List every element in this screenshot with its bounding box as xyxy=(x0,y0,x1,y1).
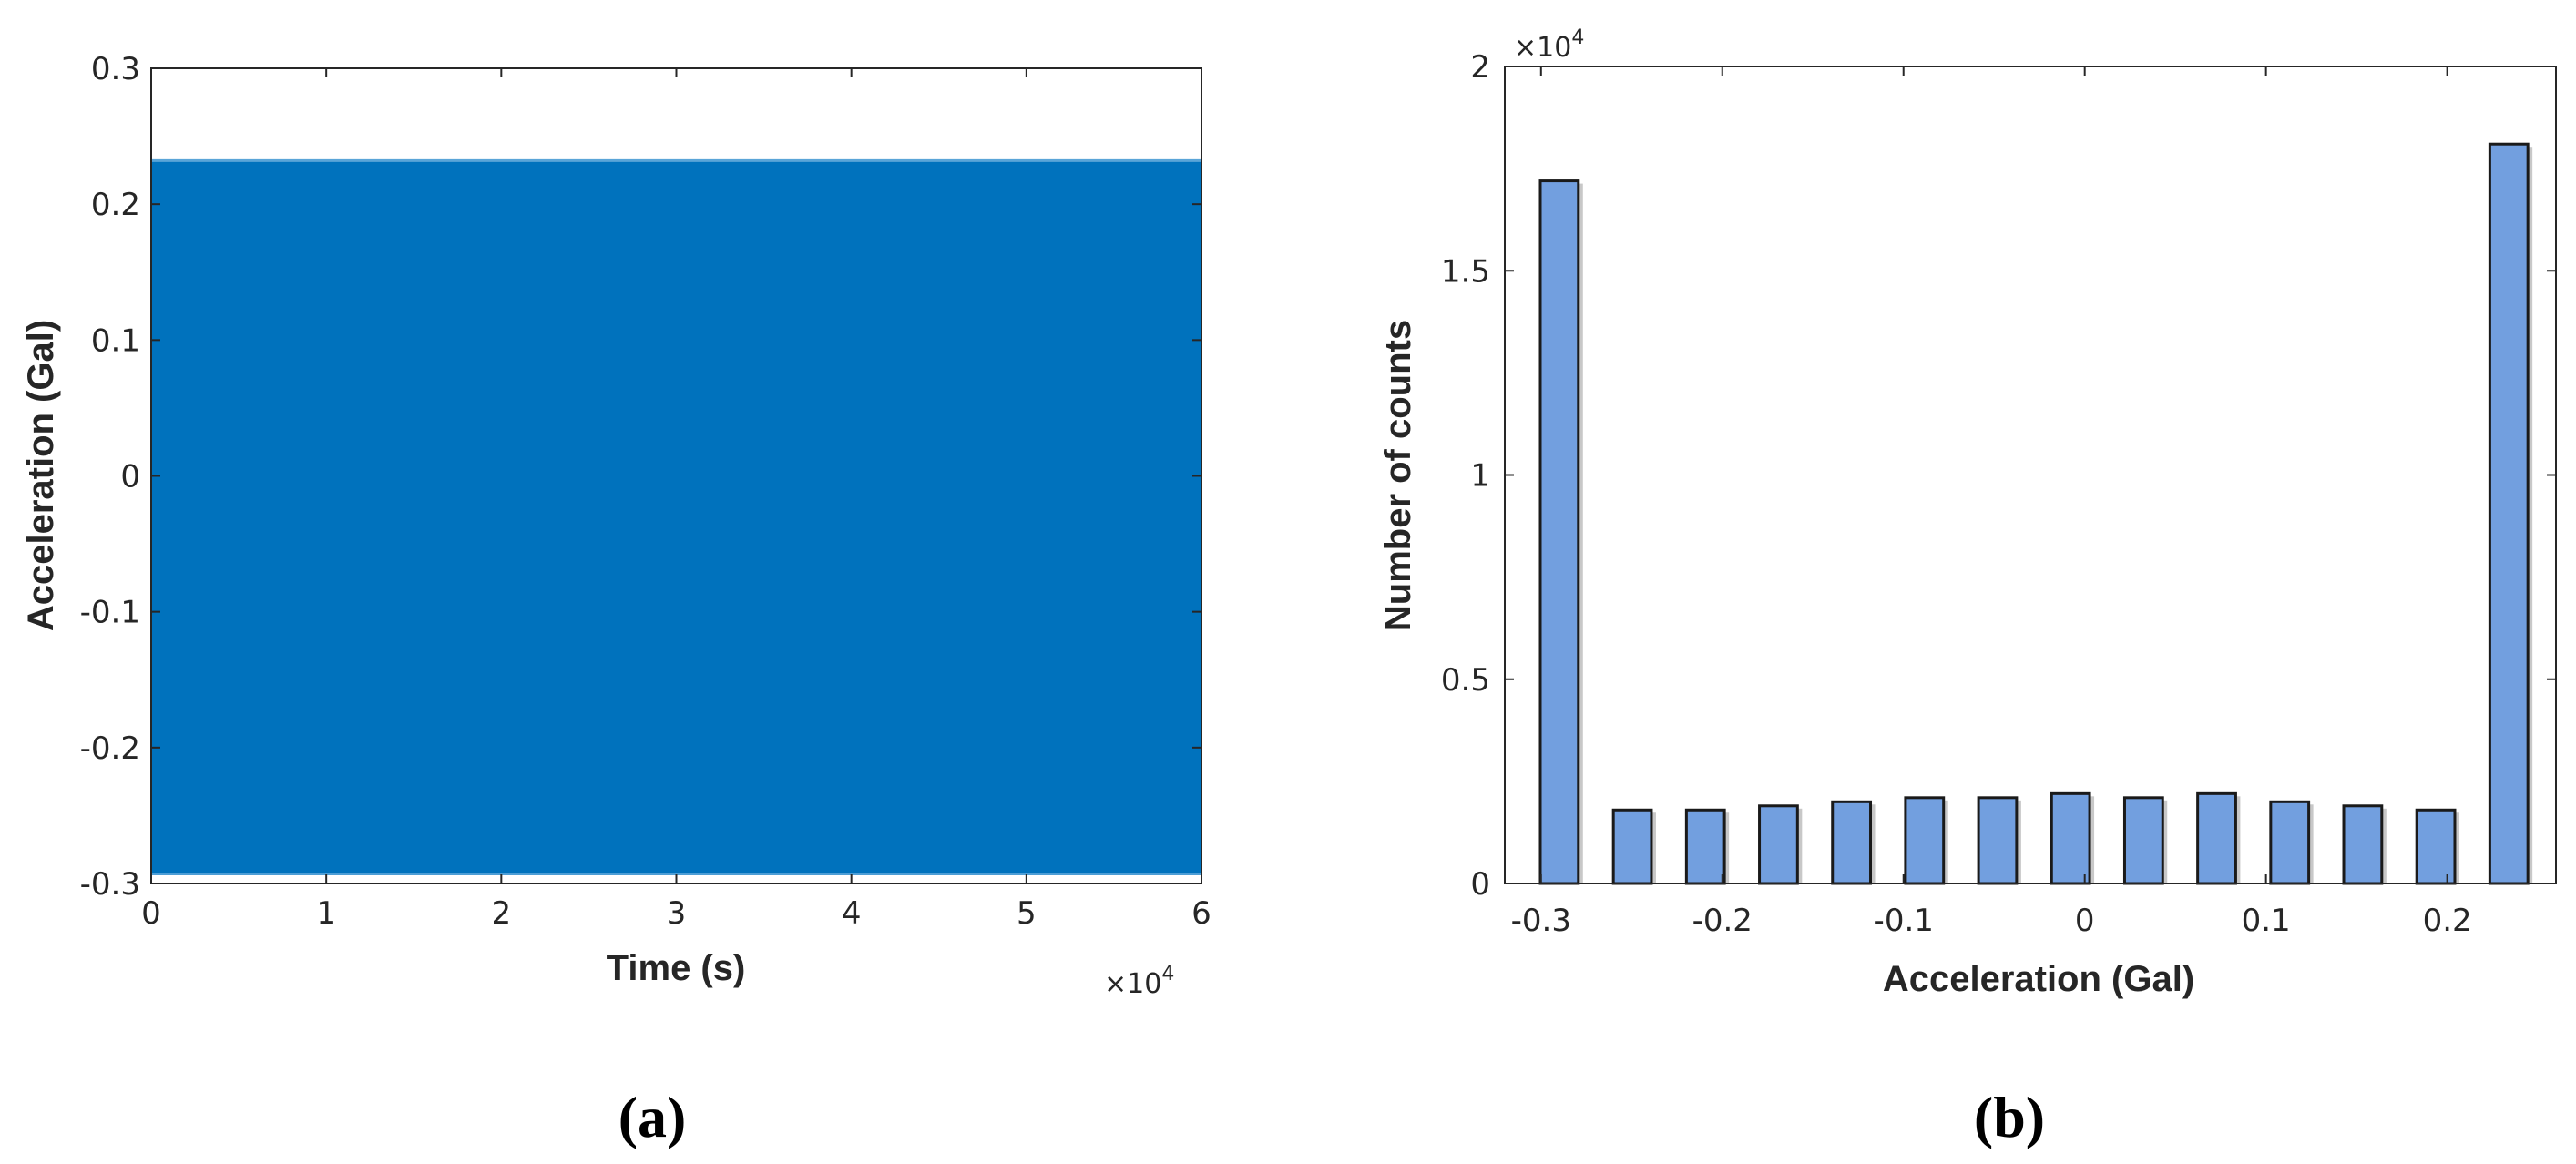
histogram-bar xyxy=(1758,804,1799,885)
histogram-bar xyxy=(2050,791,2091,885)
chart-b-ytick-label: 0 xyxy=(1470,866,1490,903)
chart-b-ytick-label: 1.5 xyxy=(1441,253,1490,290)
histogram-bar xyxy=(1684,808,1726,885)
chart-a-xtick-label: 5 xyxy=(1017,895,1037,932)
histogram-bar xyxy=(1611,808,1653,885)
chart-a-ticks: 0 1 2 3 4 5 6 -0.3 -0.2 -0.1 0 0.1 0.2 0.3 xyxy=(80,51,1211,932)
chart-a-xtick-label: 2 xyxy=(492,895,512,932)
chart-a-ytick-label: 0 xyxy=(120,459,140,495)
chart-a-xtick-label: 6 xyxy=(1191,895,1211,932)
panel-label-a: (a) xyxy=(618,1085,687,1149)
chart-a-ytick-label: -0.2 xyxy=(80,730,140,767)
histogram-bar xyxy=(1538,179,1580,885)
chart-a-ytick-label: -0.3 xyxy=(80,866,140,903)
chart-a-ytick-label: 0.2 xyxy=(91,187,140,223)
chart-a-ytick-label: 0.3 xyxy=(91,51,140,87)
chart-b-plot-area xyxy=(1505,66,2556,883)
histogram-bar xyxy=(1977,796,2019,885)
chart-a-ytick-label: -0.1 xyxy=(80,595,140,631)
chart-a-xtick-label: 0 xyxy=(141,895,161,932)
histogram-bar xyxy=(2196,791,2237,885)
panel-label-b: (b) xyxy=(1974,1085,2045,1149)
chart-b-xtick-label: -0.1 xyxy=(1874,903,1934,939)
chart-a-xtick-label: 4 xyxy=(842,895,862,932)
chart-b-y-multiplier: ×104 xyxy=(1514,26,1584,64)
histogram-bar xyxy=(2122,796,2164,885)
chart-a-xtick-label: 1 xyxy=(316,895,336,932)
chart-b-xtick-label: 0.1 xyxy=(2242,903,2291,939)
chart-b-xlabel: Acceleration (Gal) xyxy=(1883,959,2194,999)
chart-b-xtick-label: 0 xyxy=(2075,903,2095,939)
chart-b-xtick-label: 0.2 xyxy=(2423,903,2472,939)
chart-a-ytick-label: 0.1 xyxy=(91,322,140,359)
chart-b-ytick-label: 0.5 xyxy=(1441,662,1490,699)
histogram-bar xyxy=(1904,796,1946,885)
chart-b: -0.3 -0.2 -0.1 0 0.1 0.2 0 0.5 1 1.5 2 Acceleratio… xyxy=(1378,26,2557,1149)
chart-a-xlabel: Time (s) xyxy=(607,948,746,988)
chart-b-ylabel: Number of counts xyxy=(1378,320,1418,631)
histogram-bar xyxy=(2342,804,2384,885)
chart-b-bars xyxy=(1538,142,2533,885)
chart-b-ytick-label: 2 xyxy=(1470,49,1490,86)
chart-b-ticks: -0.3 -0.2 -0.1 0 0.1 0.2 0 0.5 1 1.5 2 xyxy=(1441,49,2556,939)
histogram-bar xyxy=(2269,800,2311,885)
chart-b-xtick-label: -0.2 xyxy=(1692,903,1753,939)
histogram-bar xyxy=(1831,800,1873,885)
chart-b-ytick-label: 1 xyxy=(1470,458,1490,495)
chart-a-signal-band xyxy=(151,160,1201,874)
histogram-bar xyxy=(2488,142,2530,885)
histogram-bar xyxy=(2415,808,2457,885)
chart-b-xtick-label: -0.3 xyxy=(1511,903,1571,939)
chart-a-xtick-label: 3 xyxy=(667,895,687,932)
chart-a: 0 1 2 3 4 5 6 -0.3 -0.2 -0.1 0 0.1 0.2 0.3 Time (s) A… xyxy=(21,51,1211,1149)
chart-a-ylabel: Acceleration (Gal) xyxy=(21,320,61,631)
chart-a-x-multiplier: ×104 xyxy=(1104,963,1174,1000)
